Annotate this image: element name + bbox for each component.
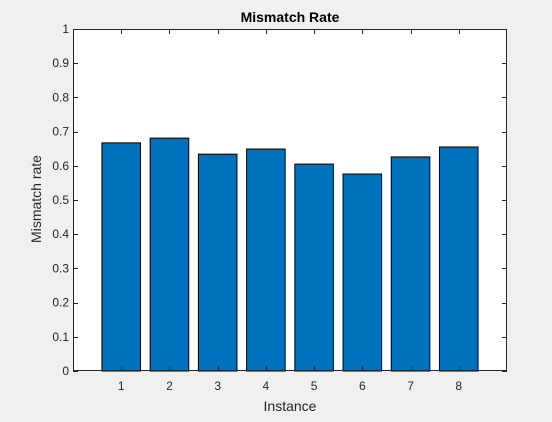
x-tick-label-2: 2: [166, 379, 173, 393]
y-tick-label-10: 1: [62, 22, 69, 36]
y-tick-label-8: 0.8: [52, 90, 69, 104]
bar-series: [101, 137, 479, 372]
axes-background: [73, 29, 507, 371]
bar-5: [294, 163, 334, 372]
y-tick-label-0: 0: [62, 364, 69, 378]
y-tick-label-3: 0.3: [52, 261, 69, 275]
y-tick-label-7: 0.7: [52, 125, 69, 139]
chart-title: Mismatch Rate: [241, 9, 340, 25]
y-tick-label-4: 0.4: [52, 227, 69, 241]
y-tick-label-2: 0.2: [52, 296, 69, 310]
bar-7: [390, 156, 431, 372]
x-tick-label-6: 6: [359, 379, 366, 393]
x-tick-label-7: 7: [407, 379, 414, 393]
y-tick-label-1: 0.1: [52, 330, 69, 344]
bar-6: [342, 173, 383, 372]
y-tick-label-6: 0.6: [52, 159, 69, 173]
x-axis-ticks: 1 2 3 4 5 6 7 8: [118, 29, 462, 393]
x-tick-label-3: 3: [214, 379, 221, 393]
y-tick-label-9: 0.9: [52, 56, 69, 70]
x-axis-label: Instance: [264, 398, 317, 414]
bar-2: [149, 137, 190, 372]
bar-8: [438, 146, 479, 372]
y-tick-label-5: 0.5: [52, 193, 69, 207]
y-axis-label: Mismatch rate: [28, 155, 44, 243]
bar-3: [197, 153, 238, 372]
x-tick-label-8: 8: [455, 379, 462, 393]
bar-1: [101, 142, 142, 372]
x-tick-label-5: 5: [311, 379, 318, 393]
plot-area: [73, 29, 507, 371]
x-tick-label-4: 4: [263, 379, 270, 393]
bar-4: [246, 148, 286, 372]
x-tick-label-1: 1: [118, 379, 125, 393]
y-axis-ticks: 0 0.1 0.2 0.3 0.4 0.5 0.6 0.7 0.8 0.9 1: [52, 22, 507, 378]
